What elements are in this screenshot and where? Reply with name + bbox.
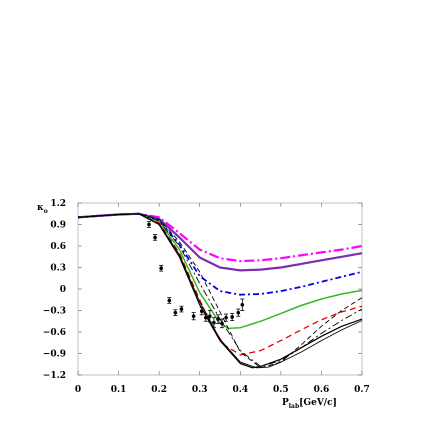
plot-frame xyxy=(77,202,363,376)
y-axis-label: κo xyxy=(37,203,48,215)
point-marker xyxy=(220,321,224,326)
y-tick-label: −0.6 xyxy=(43,328,66,338)
x-axis-label: Plab[GeV/c] xyxy=(282,398,337,410)
point-marker xyxy=(147,222,151,227)
x-tick-label: 0.7 xyxy=(354,385,370,395)
point-marker xyxy=(212,320,216,325)
data-point xyxy=(173,309,178,316)
data-point xyxy=(147,221,151,228)
x-tick-label: 0 xyxy=(75,385,81,395)
point-marker xyxy=(240,302,245,307)
data-point xyxy=(179,305,184,313)
y-tick-label: 0.9 xyxy=(50,221,66,231)
data-point xyxy=(220,318,225,329)
series-line-7 xyxy=(77,213,363,369)
y-tick-label: −0.3 xyxy=(43,307,66,317)
series-line-9 xyxy=(77,213,363,369)
point-marker xyxy=(208,314,212,319)
point-marker xyxy=(199,309,204,314)
point-marker xyxy=(191,314,196,319)
series-line-5 xyxy=(77,213,363,356)
series-line-2 xyxy=(77,212,363,272)
x-axis-label-sub: lab xyxy=(289,403,299,410)
point-marker xyxy=(167,298,172,303)
y-tick-label: 0 xyxy=(60,285,66,295)
x-tick-label: 0.2 xyxy=(151,385,167,395)
x-axis-label-main: P xyxy=(282,398,289,408)
data-points xyxy=(147,221,245,329)
point-marker xyxy=(173,310,178,315)
svg-text:Plab[GeV/c]: Plab[GeV/c] xyxy=(282,398,337,410)
x-tick-label: 0.3 xyxy=(192,385,208,395)
data-point xyxy=(211,317,216,329)
data-point xyxy=(224,313,229,322)
x-tick-label: 0.6 xyxy=(314,385,330,395)
y-tick-label: 0.3 xyxy=(50,264,66,274)
data-point xyxy=(153,234,158,241)
data-point xyxy=(230,312,235,321)
data-point xyxy=(199,307,204,316)
curves xyxy=(77,212,363,369)
data-point xyxy=(207,310,212,323)
point-marker xyxy=(159,266,163,271)
point-marker xyxy=(216,317,220,321)
y-axis-ticks: 1.2 0.9 0.6 0.3 0 −0.3 −0.6 −0.9 −1.2 xyxy=(43,199,362,381)
y-axis-label-main: κ xyxy=(37,203,44,213)
x-tick-label: 0.1 xyxy=(111,385,127,395)
y-tick-label: 1.2 xyxy=(50,199,66,209)
x-axis-label-unit: [GeV/c] xyxy=(299,398,337,408)
data-point xyxy=(236,308,241,317)
point-marker xyxy=(179,307,184,311)
y-tick-label: −1.2 xyxy=(43,371,66,381)
series-line-6 xyxy=(77,213,363,369)
y-tick-label: 0.6 xyxy=(50,242,66,252)
svg-text:κo: κo xyxy=(37,203,48,215)
data-point xyxy=(203,313,208,322)
series-line-8 xyxy=(77,213,363,367)
data-point xyxy=(240,298,245,311)
point-marker xyxy=(236,310,241,315)
data-point xyxy=(191,312,196,321)
point-marker xyxy=(153,235,157,240)
data-point xyxy=(215,314,220,324)
point-marker xyxy=(230,315,234,319)
x-tick-label: 0.4 xyxy=(232,385,248,395)
y-tick-label: −0.9 xyxy=(43,350,66,360)
data-point xyxy=(159,264,164,272)
x-tick-label: 0.5 xyxy=(273,385,289,395)
x-axis-ticks: 0 0.1 0.2 0.3 0.4 0.5 0.6 0.7 xyxy=(75,203,370,395)
point-marker xyxy=(204,315,208,320)
series-line-1 xyxy=(77,212,363,263)
data-point xyxy=(167,297,172,304)
y-axis-label-sub: o xyxy=(44,208,48,215)
series-line-3 xyxy=(77,212,363,296)
point-marker xyxy=(224,315,228,320)
